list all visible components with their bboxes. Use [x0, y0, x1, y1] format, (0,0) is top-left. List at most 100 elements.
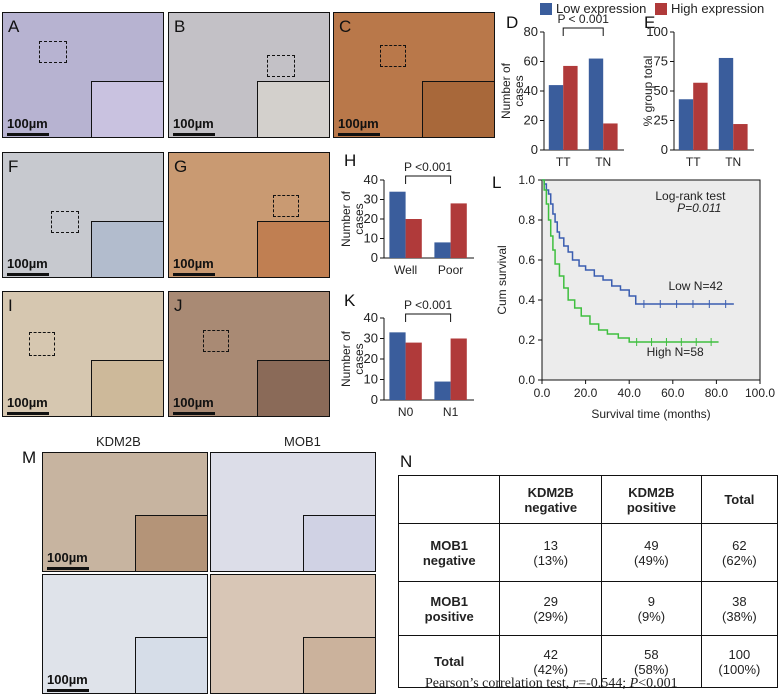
panel-m-kdm2b-top: 100µm	[42, 452, 208, 572]
table-cell: 9 (9%)	[600, 581, 702, 636]
row-label: Total	[397, 635, 501, 688]
test-pvalue: P=0.011	[677, 201, 721, 215]
bar	[603, 123, 618, 150]
significance-bracket	[405, 313, 452, 322]
table-row: MOB1 positive 29 (29%) 9 (9%) 38 (38%)	[397, 581, 778, 636]
scale-bar-label: 100µm	[338, 116, 379, 131]
y-axis-label: % group total	[641, 56, 655, 127]
table-cell: 49 (49%)	[600, 523, 702, 582]
roi-box	[267, 55, 295, 77]
scale-bar	[338, 133, 380, 136]
x-tick-label: 60.0	[661, 386, 685, 400]
significance-bracket	[405, 175, 452, 184]
scale-bar-label: 100µm	[173, 256, 214, 271]
header-total: Total	[700, 475, 778, 524]
roi-box	[203, 330, 229, 352]
table-cell: 62 (62%)	[700, 523, 778, 582]
panel-label: J	[174, 296, 183, 315]
scale-bar	[173, 412, 215, 415]
inset-magnified	[422, 81, 494, 137]
x-tick-label: TT	[686, 155, 701, 169]
bar	[693, 82, 708, 150]
survival-curve	[542, 179, 719, 343]
panel-label: H	[344, 151, 356, 170]
bar	[434, 381, 451, 400]
table-cell: 100 (100%)	[700, 635, 778, 688]
y-axis-label: cases	[352, 203, 366, 234]
bar	[548, 85, 564, 150]
survival-curve	[542, 179, 734, 305]
panel-m-mob1-bottom	[210, 574, 376, 694]
panel-label: A	[8, 17, 20, 36]
bar	[733, 124, 748, 150]
inset-magnified	[135, 515, 207, 571]
bar	[389, 191, 406, 258]
series-label: Low N=42	[668, 279, 723, 293]
table-cell: 38 (38%)	[700, 581, 778, 636]
panel-label: G	[174, 157, 188, 176]
header-kdm2b-negative: KDM2B negative	[499, 475, 602, 524]
table-cell: 42 (42%)	[499, 635, 602, 688]
y-axis-label: Number of	[500, 62, 513, 119]
x-tick-label: 20.0	[574, 386, 598, 400]
y-tick-label: 20	[364, 211, 378, 226]
panel-m-label: M	[22, 448, 37, 467]
panel-j-micrograph: J 100µm	[168, 291, 330, 417]
table-row: MOB1 negative 13 (13%) 49 (49%) 62 (62%)	[397, 523, 778, 582]
scale-bar-label: 100µm	[7, 116, 48, 131]
y-tick-label: 40	[364, 172, 378, 187]
inset-magnified	[257, 221, 329, 277]
panel-label: B	[174, 17, 186, 36]
panel-c-micrograph: C 100µm	[333, 12, 495, 138]
x-tick-label: Well	[394, 263, 417, 277]
panel-n-label: N	[400, 452, 413, 471]
scale-bar-label: 100µm	[7, 395, 48, 410]
y-tick-label: 0	[661, 142, 668, 157]
panel-f-micrograph: F 100µm	[2, 152, 164, 278]
bar	[434, 242, 451, 258]
inset-magnified	[303, 637, 375, 693]
scale-bar	[7, 133, 49, 136]
contingency-table: KDM2B negative KDM2B positive Total MOB1…	[397, 475, 778, 688]
scale-bar-label: 100µm	[173, 116, 214, 131]
panel-i-micrograph: I 100µm	[2, 291, 164, 417]
y-tick-label: 0.4	[518, 293, 535, 307]
scale-bar-label: 100µm	[7, 256, 48, 271]
y-tick-label: 0	[371, 250, 378, 265]
bar	[563, 65, 578, 150]
bar	[450, 338, 467, 400]
x-tick-label: 100.0	[745, 386, 775, 400]
x-tick-label: N1	[443, 405, 459, 419]
inset-magnified	[91, 221, 163, 277]
bar	[718, 57, 734, 150]
scale-bar	[7, 412, 49, 415]
x-tick-label: Poor	[438, 263, 463, 277]
x-axis-label: Survival time (months)	[591, 407, 710, 421]
chart-d: D 0 20 40 60 80 Number of cases TT TN P < 0.001	[500, 12, 624, 169]
panel-label: L	[492, 173, 501, 192]
x-tick-label: TN	[595, 155, 611, 169]
legend-low-label: Low expression	[556, 1, 647, 16]
table-cell: 29 (29%)	[499, 581, 602, 636]
roi-box	[39, 41, 67, 63]
inset-magnified	[257, 360, 329, 416]
inset-magnified	[135, 637, 207, 693]
y-tick-label: 0.6	[518, 253, 535, 267]
y-tick-label: 25	[654, 113, 668, 128]
y-tick-label: 0.0	[518, 373, 535, 387]
scale-bar-label: 100µm	[47, 672, 88, 687]
series-label: High N=58	[647, 345, 704, 359]
x-tick-label: 0.0	[534, 386, 551, 400]
inset-magnified	[257, 81, 329, 137]
chart-e: E 0 25 50 75 100 % group total TT TN	[641, 13, 754, 169]
x-tick-label: 80.0	[705, 386, 729, 400]
y-tick-label: 40	[524, 83, 538, 98]
row-label: MOB1 negative	[397, 523, 501, 582]
table-row: Total 42 (42%) 58 (58%) 100 (100%)	[397, 635, 778, 688]
roi-box	[273, 195, 299, 217]
x-tick-label: N0	[398, 405, 414, 419]
bar	[450, 203, 467, 258]
legend-high-label: High expression	[671, 1, 765, 16]
y-tick-label: 20	[524, 113, 538, 128]
scale-bar-label: 100µm	[47, 550, 88, 565]
